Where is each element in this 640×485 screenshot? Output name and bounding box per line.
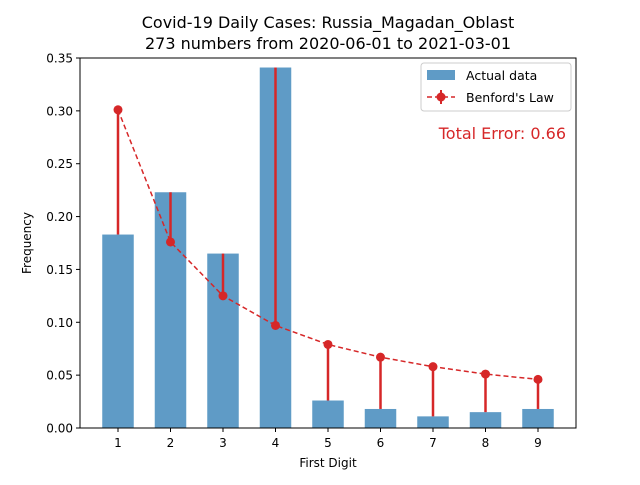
legend-label-actual: Actual data (466, 68, 537, 83)
benford-line (117, 109, 539, 381)
y-tick-label: 0.20 (46, 210, 73, 224)
benford-point-digit-2 (166, 237, 175, 247)
y-tick-label: 0.15 (46, 263, 73, 277)
bar-digit-8 (469, 412, 502, 428)
x-tick-label: 9 (534, 436, 542, 450)
chart-title: Covid-19 Daily Cases: Russia_Magadan_Obl… (142, 13, 515, 33)
legend-swatch-actual (427, 70, 455, 80)
y-tick-label: 0.10 (46, 316, 73, 330)
bar-digit-1 (102, 234, 134, 428)
benford-point-digit-3 (218, 291, 228, 301)
x-axis-label: First Digit (299, 456, 357, 470)
legend-swatch-benford-marker (436, 92, 446, 102)
x-tick-label: 7 (429, 436, 437, 450)
x-axis-ticks: 1 2 3 4 5 6 7 8 9 (114, 428, 542, 450)
benford-line-layer (113, 105, 543, 384)
x-tick-label: 5 (324, 436, 332, 450)
x-tick-label: 4 (272, 436, 280, 450)
benford-point-digit-8 (481, 369, 490, 379)
x-tick-label: 8 (482, 436, 490, 450)
benford-point-digit-6 (376, 352, 385, 362)
benford-point-digit-9 (533, 374, 543, 384)
bar-digit-7 (417, 416, 449, 428)
chart-subtitle: 273 numbers from 2020-06-01 to 2021-03-0… (145, 34, 511, 53)
y-tick-label: 0.25 (46, 157, 73, 171)
y-tick-label: 0.30 (46, 104, 73, 118)
x-tick-label: 2 (167, 436, 175, 450)
legend-box (420, 62, 572, 112)
legend-label-benford: Benford's Law (466, 90, 554, 105)
bar-digit-9 (522, 408, 554, 428)
x-tick-label: 1 (114, 436, 122, 450)
benford-point-digit-5 (323, 339, 333, 349)
y-axis-ticks: 0.00 0.05 0.10 0.15 0.20 0.25 0.30 0.35 (46, 52, 80, 436)
bar-digit-5 (312, 400, 344, 428)
benford-point-digit-7 (428, 362, 438, 372)
bar-digit-6 (364, 408, 397, 428)
error-layer (116, 67, 540, 417)
benford-point-digit-1 (113, 105, 123, 115)
y-tick-label: 0.35 (46, 52, 73, 66)
x-tick-label: 3 (219, 436, 227, 450)
total-error-annotation: Total Error: 0.66 (438, 124, 566, 143)
y-tick-label: 0.00 (46, 422, 73, 436)
x-tick-label: 6 (377, 436, 385, 450)
y-tick-label: 0.05 (46, 369, 73, 383)
legend: Actual data Benford's Law (420, 62, 572, 112)
benford-point-digit-4 (271, 320, 280, 330)
y-axis-label: Frequency (20, 212, 34, 274)
